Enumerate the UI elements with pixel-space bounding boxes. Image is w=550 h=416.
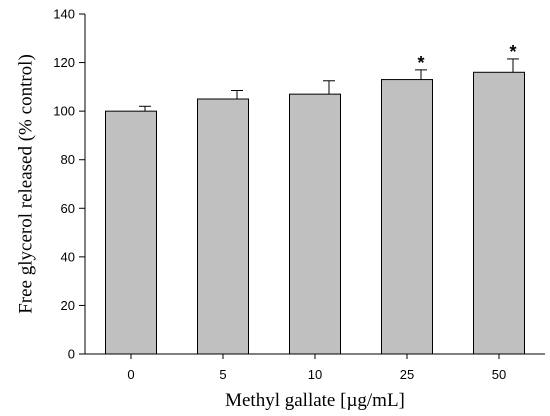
bar-0 [105, 110, 157, 355]
x-tick-label: 25 [400, 367, 414, 382]
error-bar-5 [231, 90, 243, 99]
x-tick-label: 5 [219, 367, 226, 382]
bar-50 [473, 71, 525, 355]
bar-5 [197, 98, 249, 355]
bar-25 [381, 79, 433, 355]
x-tick-label: 50 [492, 367, 506, 382]
x-ticks-layer: 0 5 10 25 50 [127, 354, 506, 382]
error-bar-10 [323, 80, 335, 95]
bar-10 [289, 93, 341, 355]
error-bar-25 [415, 69, 427, 80]
error-bar-0 [139, 105, 151, 112]
y-axis-title: Free glycerol released (% control) [15, 54, 36, 314]
y-tick-label: 140 [53, 7, 75, 22]
y-tick-label: 100 [53, 104, 75, 119]
y-tick-label: 120 [53, 55, 75, 70]
x-axis-title: Methyl gallate [µg/mL] [225, 390, 405, 411]
error-bars-layer [139, 58, 519, 112]
bars-layer [105, 71, 525, 355]
significance-layer: ** [417, 42, 516, 73]
y-tick-label: 40 [61, 249, 75, 264]
significance-marker: * [509, 42, 516, 62]
y-tick-label: 80 [61, 152, 75, 167]
x-tick-label: 0 [127, 367, 134, 382]
significance-marker: * [417, 53, 424, 73]
error-bar-50 [507, 58, 519, 73]
y-ticks-layer: 0 20 40 60 80 100 120 140 [53, 7, 85, 362]
y-tick-label: 0 [68, 347, 75, 362]
y-tick-label: 60 [61, 201, 75, 216]
x-tick-label: 10 [308, 367, 322, 382]
y-tick-label: 20 [61, 298, 75, 313]
